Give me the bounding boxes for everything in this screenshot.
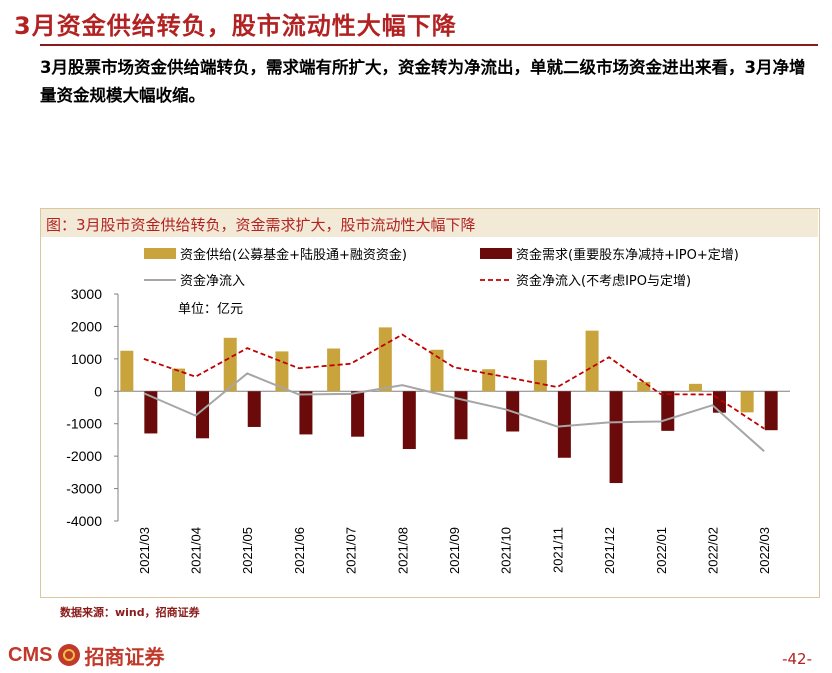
y-tick-label: -3000 [66,481,102,497]
supply-bar [223,337,237,392]
y-tick-label: 1000 [71,351,102,367]
x-tick-label: 2021/11 [550,527,565,573]
x-tick-label: 2021/07 [344,527,359,574]
x-tick-label: 2021/12 [602,527,617,574]
demand-bar [247,391,261,427]
logo-emblem-icon [58,644,81,666]
chart-title-bar [41,209,818,237]
page-title: 3月资金供给转负，股市流动性大幅下降 [14,12,457,40]
legend-demand-swatch [480,248,512,259]
demand-bar [557,391,571,458]
demand-bar [661,391,675,431]
legend-supply-swatch [144,248,176,259]
chart-title: 图：3月股市资金供给转负，资金需求扩大，股市流动性大幅下降 [46,216,476,234]
page-subtitle: 3月股票市场资金供给端转负，需求端有所扩大，资金转为净流出，单就二级市场资金进出… [40,58,806,105]
y-tick-label: -1000 [66,416,102,432]
demand-bar [299,391,313,435]
x-tick-label: 2022/02 [705,527,720,574]
net-inflow-ex-ipo-line [143,333,765,430]
supply-bar [585,330,599,392]
x-tick-label: 2021/10 [499,527,514,574]
data-source: 数据来源：wind，招商证券 [60,606,200,619]
x-tick-label: 2021/03 [137,527,152,574]
legend-net-label: 资金净流入 [180,273,245,289]
x-tick-label: 2021/04 [189,527,204,574]
demand-bar [351,391,365,437]
legend-supply-label: 资金供给(公募基金+陆股通+融资资金) [180,247,407,263]
supply-bar [533,360,547,392]
supply-bar [327,348,341,392]
logo-company-name: 招商证券 [84,644,165,669]
demand-bar [196,391,210,439]
logo-cms-text: CMS [8,643,53,666]
chart-frame [40,208,820,598]
x-tick-label: 2021/09 [447,527,462,574]
net-inflow-line [143,372,765,453]
supply-bar [172,368,186,392]
page-number: -42- [782,650,812,668]
y-tick-label: 2000 [71,318,102,334]
y-tick-label: -4000 [66,513,102,529]
demand-bar [402,391,416,450]
supply-bar [637,381,651,392]
x-tick-label: 2021/08 [395,527,410,574]
supply-bar [430,349,444,392]
supply-bar [740,391,754,413]
x-tick-label: 2022/01 [654,527,669,574]
supply-bar [120,350,134,392]
y-tick-label: 3000 [71,286,102,302]
demand-bar [609,391,623,484]
x-tick-label: 2021/06 [292,527,307,574]
unit-label: 单位：亿元 [178,302,243,317]
legend-demand-label: 资金需求(重要股东净减持+IPO+定增) [516,247,739,263]
legend-net-ex-label: 资金净流入(不考虑IPO与定增) [516,273,691,289]
demand-bar [454,391,468,440]
supply-bar [378,327,392,392]
title-divider [40,44,818,46]
y-tick-label: -2000 [66,448,102,464]
supply-bar [275,351,289,392]
company-logo: CMS 招商证券 [8,640,164,670]
x-tick-label: 2021/05 [240,527,255,574]
supply-bar [688,383,702,392]
demand-bar [764,391,778,431]
x-tick-label: 2022/03 [757,527,772,574]
demand-bar [144,391,158,434]
y-tick-label: 0 [94,383,102,399]
